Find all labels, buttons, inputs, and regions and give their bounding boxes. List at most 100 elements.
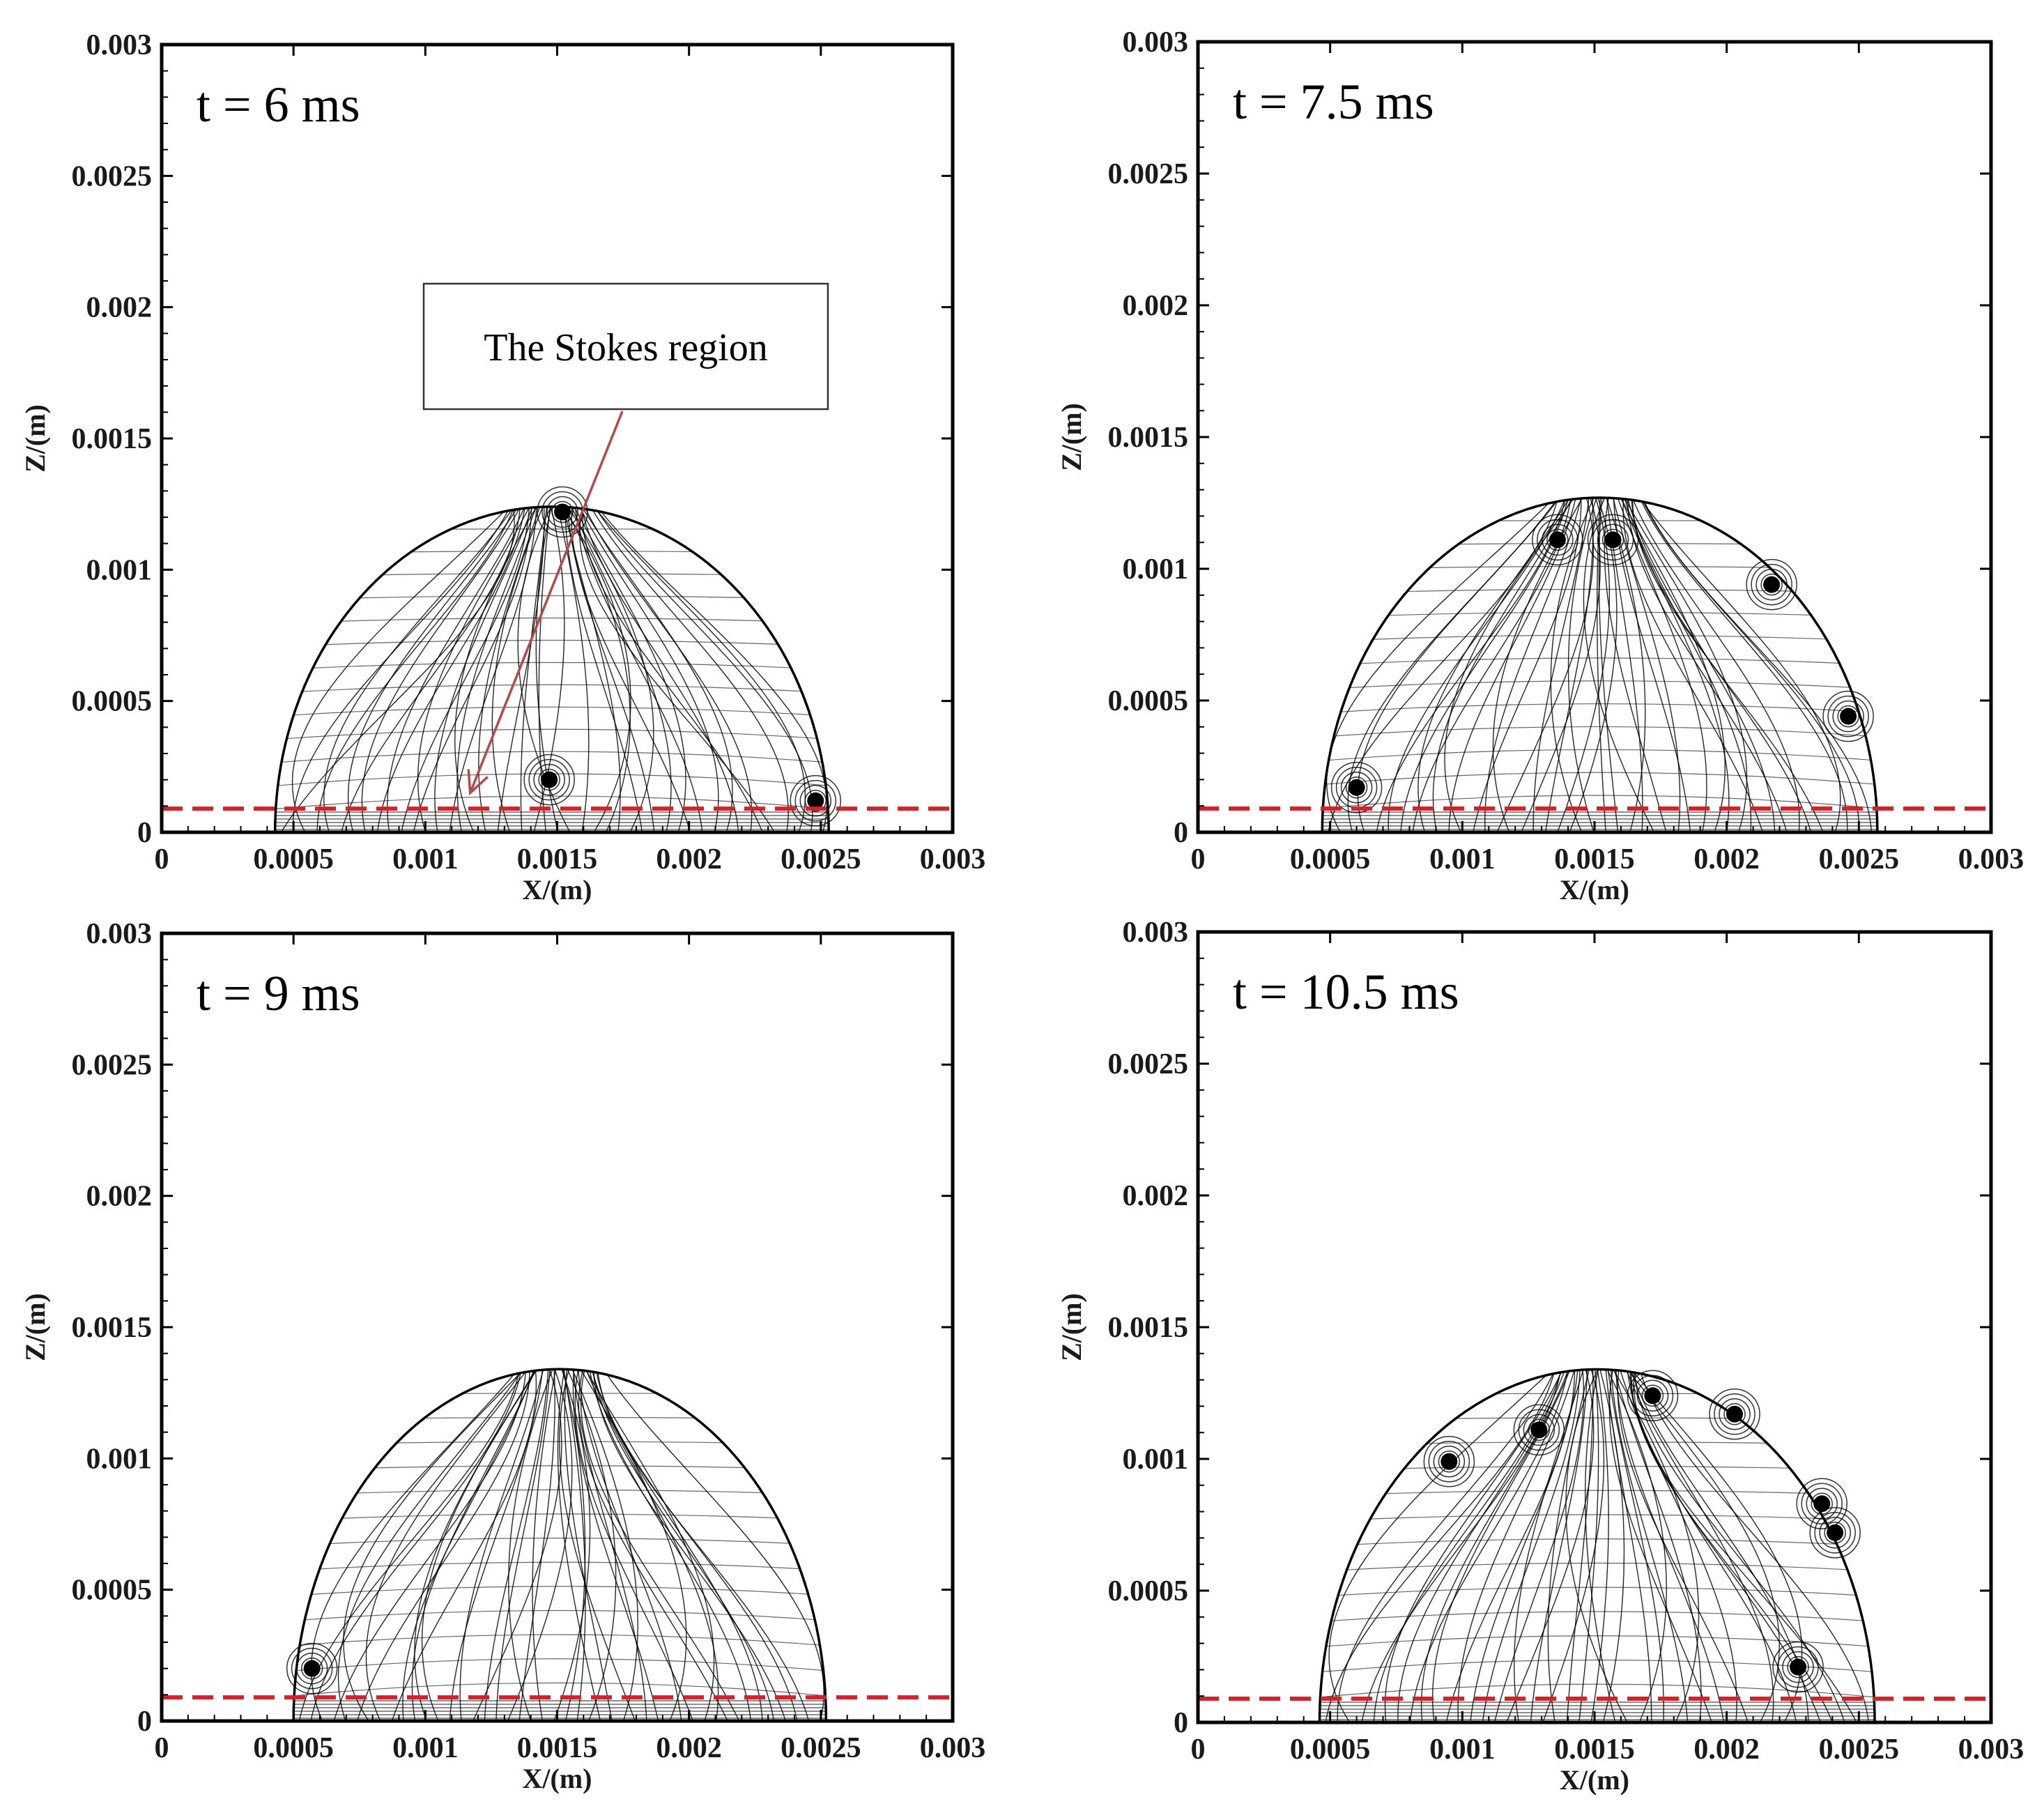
x-tick-label: 0.0005 <box>253 1732 334 1764</box>
chart-panel-4: 0 0.0005 0.001 0.0015 0.002 0.0025 0.003 0 0.000… <box>1056 917 2024 1796</box>
y-tick-label: 0.0025 <box>1108 1048 1189 1080</box>
streamline <box>1610 1369 1689 1722</box>
vortex-ring <box>1636 1379 1669 1412</box>
streamline <box>557 1369 601 1722</box>
vortex-ring <box>291 1647 333 1690</box>
droplet-outline <box>1318 1368 1876 1724</box>
y-axis-title: Z/(m) <box>1056 1293 1087 1361</box>
streamline <box>291 506 516 832</box>
streamline <box>1617 1369 1749 1722</box>
vortex-ring <box>533 763 565 796</box>
vortex-ring <box>1709 1388 1760 1440</box>
streamline <box>1321 1611 1875 1622</box>
y-tick-label: 0.0005 <box>72 686 153 718</box>
streamline <box>1629 497 1800 832</box>
x-tick-label: 0.0025 <box>1819 1734 1900 1766</box>
streamline <box>417 506 534 832</box>
y-tick-label: 0.0005 <box>1108 685 1189 717</box>
streamline <box>294 1634 827 1646</box>
time-label: t = 10.5 ms <box>1233 964 1459 1020</box>
streamline <box>597 1369 810 1722</box>
streamline <box>1335 611 1877 618</box>
streamline <box>570 506 686 832</box>
x-tick-label: 0.0005 <box>1290 1734 1371 1766</box>
streamline <box>337 1369 528 1722</box>
streamline <box>574 506 703 832</box>
streamline <box>1332 1490 1875 1496</box>
vortex-ring <box>1760 573 1783 596</box>
y-tick-label: 0 <box>137 817 152 849</box>
vortex-core <box>1348 779 1365 796</box>
y-axis-title: Z/(m) <box>20 404 51 473</box>
callout-arrow <box>469 411 624 794</box>
vortex-ring <box>1837 705 1859 728</box>
y-tick-label: 0 <box>1174 817 1188 849</box>
streamline <box>579 506 739 832</box>
y-tick-label: 0.001 <box>86 1443 153 1475</box>
x-tick-label: 0 <box>1191 843 1206 875</box>
y-tick-label: 0.0015 <box>1108 422 1189 454</box>
streamline <box>1323 772 1877 786</box>
streamline <box>572 1369 659 1722</box>
y-tick-label: 0.003 <box>1123 917 1189 949</box>
vortex-ring <box>1827 695 1869 737</box>
streamline <box>590 1369 763 1722</box>
x-tick-label: 0.0025 <box>781 843 861 875</box>
y-tick-label: 0.002 <box>86 1181 153 1213</box>
streamline <box>1384 1369 1566 1722</box>
streamline <box>293 1682 827 1697</box>
vortex-ring <box>1330 761 1383 813</box>
streamline <box>459 1369 546 1722</box>
streamline <box>341 506 521 832</box>
streamline <box>1484 497 1583 832</box>
streamline <box>449 1369 544 1722</box>
streamline <box>1417 497 1574 832</box>
vortex-ring <box>1719 1398 1751 1430</box>
streamline <box>310 1369 523 1722</box>
streamline <box>298 1561 827 1571</box>
vortex-ring <box>1809 1507 1861 1559</box>
vortex-core <box>1840 707 1857 725</box>
y-tick-label: 0.0025 <box>1108 158 1189 190</box>
y-tick-label: 0.002 <box>86 292 153 324</box>
x-tick-label: 0 <box>155 843 169 875</box>
streamline <box>402 1369 537 1722</box>
streamline <box>1482 1369 1581 1722</box>
vortex-ring <box>794 780 837 822</box>
x-tick-label: 0.0015 <box>517 1732 598 1764</box>
streamline <box>1328 1369 1561 1722</box>
streamline <box>1606 1369 1664 1722</box>
callout-box <box>422 282 829 411</box>
vortex-ring <box>1832 700 1864 733</box>
streamline <box>1327 680 1877 689</box>
vortex-ring <box>1523 1414 1555 1446</box>
streamline <box>348 506 523 832</box>
streamline <box>1329 657 1877 666</box>
vortex-ring <box>286 1642 338 1695</box>
y-tick-label: 0.001 <box>86 554 153 586</box>
vortex-ring <box>1819 1517 1851 1549</box>
streamline <box>1319 1683 1875 1698</box>
x-tick-label: 0.003 <box>920 1732 986 1764</box>
streamline <box>581 1369 715 1722</box>
vortex-ring <box>1513 1404 1565 1456</box>
x-axis-title: X/(m) <box>523 1763 592 1794</box>
streamline <box>586 506 789 832</box>
vortex-core <box>1604 531 1622 549</box>
y-axis-title: Z/(m) <box>1056 403 1087 471</box>
vortex-core <box>541 771 558 788</box>
vortex-ring <box>1814 1512 1856 1554</box>
streamline <box>1325 1562 1875 1572</box>
streamline <box>1420 1369 1572 1722</box>
vortex-ring <box>1723 1402 1746 1425</box>
streamline <box>580 1369 740 1722</box>
x-tick-label: 0.003 <box>1958 1734 2024 1766</box>
streamline <box>282 661 829 671</box>
streamline <box>1636 497 1848 832</box>
streamline <box>1325 497 1562 832</box>
vortex-ring <box>1423 1436 1475 1487</box>
x-tick-label: 0.0015 <box>1554 843 1635 875</box>
streamline <box>1323 1586 1875 1597</box>
streamline <box>579 506 776 832</box>
vortex-ring <box>804 790 827 812</box>
